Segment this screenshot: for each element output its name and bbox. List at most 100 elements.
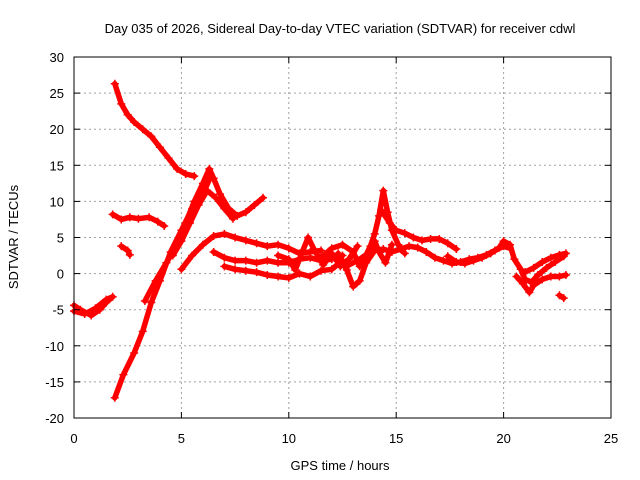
- data-point: [538, 275, 547, 284]
- data-series: [70, 79, 570, 402]
- x-tick-label: 25: [604, 431, 618, 446]
- series-line: [335, 247, 378, 290]
- data-point: [138, 327, 147, 336]
- data-point: [379, 186, 388, 195]
- data-point: [334, 249, 343, 258]
- y-tick-label: 20: [50, 122, 64, 137]
- data-point: [452, 245, 461, 254]
- data-point: [538, 258, 547, 267]
- grid-lines: [74, 57, 611, 418]
- data-point: [409, 233, 418, 242]
- data-point: [188, 251, 197, 260]
- data-point: [274, 251, 283, 260]
- data-point: [518, 279, 527, 288]
- data-point: [291, 265, 300, 274]
- data-point: [533, 271, 542, 280]
- data-point: [177, 237, 186, 246]
- data-point: [338, 240, 347, 249]
- data-point: [125, 250, 134, 259]
- data-point: [306, 253, 315, 262]
- y-tick-label: -10: [45, 339, 64, 354]
- data-point: [529, 263, 538, 272]
- data-point: [117, 215, 126, 224]
- data-point: [443, 252, 452, 261]
- data-point: [162, 258, 171, 267]
- data-point: [370, 229, 379, 238]
- data-point: [153, 217, 162, 226]
- data-point: [130, 349, 139, 358]
- data-point: [263, 256, 272, 265]
- data-point: [452, 258, 461, 267]
- data-point: [375, 211, 384, 220]
- series-line: [178, 231, 324, 273]
- data-point: [80, 310, 89, 319]
- data-point: [435, 234, 444, 243]
- data-point: [231, 256, 240, 265]
- data-point: [355, 276, 364, 285]
- data-point: [295, 269, 304, 278]
- x-tick-label: 15: [389, 431, 403, 446]
- data-point: [209, 232, 218, 241]
- data-point: [241, 236, 250, 245]
- data-point: [353, 256, 362, 265]
- data-point: [529, 281, 538, 290]
- data-point: [349, 282, 358, 291]
- x-tick-label: 20: [496, 431, 510, 446]
- data-point: [478, 253, 487, 262]
- data-point: [259, 193, 268, 202]
- data-point: [327, 265, 336, 274]
- data-point: [400, 229, 409, 238]
- axis-ticks: [73, 56, 612, 419]
- data-point: [140, 297, 149, 306]
- data-point: [546, 253, 555, 262]
- data-point: [426, 234, 435, 243]
- data-point: [317, 266, 326, 275]
- data-point: [168, 251, 177, 260]
- data-point: [379, 245, 388, 254]
- data-point: [284, 255, 293, 264]
- data-point: [203, 186, 212, 195]
- data-point: [95, 305, 104, 314]
- data-point: [284, 244, 293, 253]
- series-line: [112, 80, 198, 179]
- y-tick-label: 25: [50, 86, 64, 101]
- data-point: [220, 229, 229, 238]
- data-point: [413, 243, 422, 252]
- data-point: [274, 240, 283, 249]
- data-point: [177, 265, 186, 274]
- data-point: [231, 265, 240, 274]
- series-arc-15: [377, 206, 461, 254]
- series-arc-20: [555, 291, 568, 303]
- data-point: [377, 206, 386, 215]
- data-point: [125, 213, 134, 222]
- data-point: [130, 117, 139, 126]
- data-point: [91, 304, 100, 313]
- series-line: [170, 187, 236, 259]
- data-point: [231, 233, 240, 242]
- data-point: [443, 239, 452, 248]
- series-arc-12: [317, 237, 396, 271]
- series-arc-18: [512, 271, 570, 297]
- series-arc-1: [70, 292, 117, 320]
- data-point: [123, 110, 132, 119]
- data-point: [263, 271, 272, 280]
- data-point: [510, 255, 519, 264]
- data-point: [263, 242, 272, 251]
- data-point: [542, 263, 551, 272]
- data-point: [117, 99, 126, 108]
- y-axis-label: SDTVAR / TECUs: [6, 184, 21, 289]
- data-point: [319, 260, 328, 269]
- data-point: [108, 210, 117, 219]
- data-point: [392, 226, 401, 235]
- data-point: [228, 214, 237, 223]
- y-tick-label: 5: [57, 231, 64, 246]
- data-point: [561, 249, 570, 258]
- series-arc-19: [521, 249, 570, 277]
- data-point: [252, 239, 261, 248]
- chart-title: Day 035 of 2026, Sidereal Day-to-day VTE…: [105, 21, 576, 36]
- series-arc-6: [140, 164, 268, 306]
- y-tick-label: 10: [50, 194, 64, 209]
- y-tick-label: 30: [50, 50, 64, 65]
- data-point: [138, 125, 147, 134]
- data-point: [396, 245, 405, 254]
